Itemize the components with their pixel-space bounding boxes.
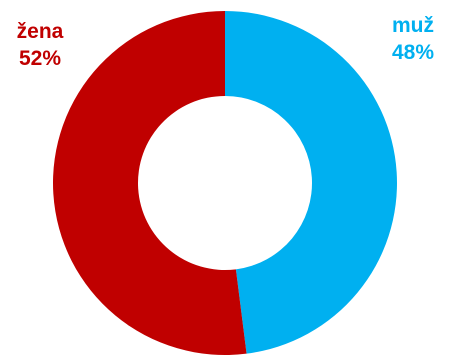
slice-label-muz: muž 48% <box>377 12 449 66</box>
slice-name-zena: žena <box>16 20 64 43</box>
slice-percent-zena: 52% <box>18 47 62 70</box>
slice-percent-muz: 48% <box>391 41 435 64</box>
donut-slice-muz <box>225 11 398 354</box>
slice-name-muz: muž <box>392 14 434 37</box>
slice-label-zena: žena 52% <box>4 18 76 72</box>
donut-slice-zena <box>53 11 247 355</box>
